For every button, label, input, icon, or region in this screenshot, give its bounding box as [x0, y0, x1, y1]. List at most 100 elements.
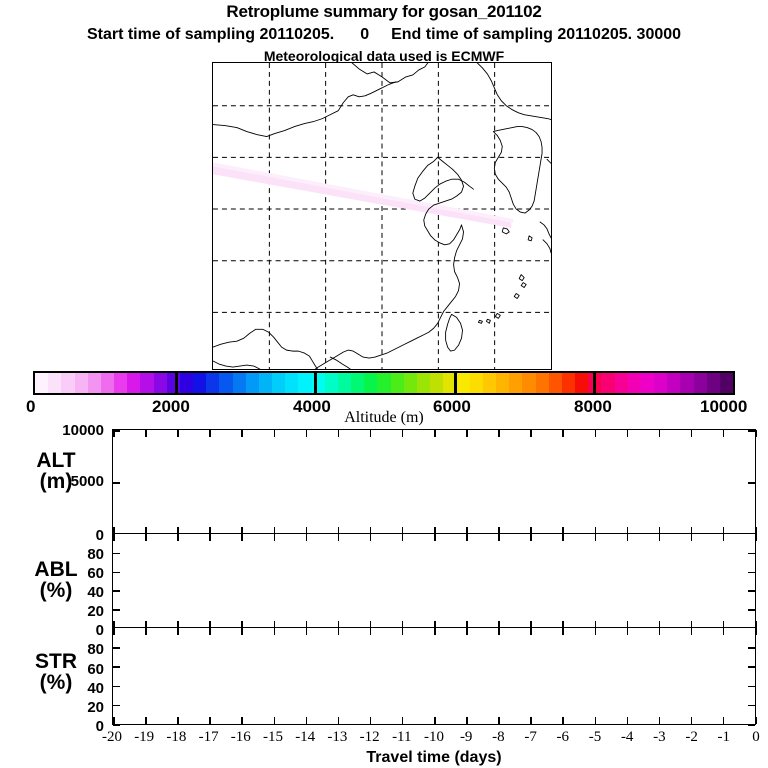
colorbar-cell-52	[719, 373, 734, 393]
start-time-label: Start time of sampling	[86, 26, 255, 43]
xtick-0-11	[466, 430, 468, 437]
xtick-0-17	[658, 430, 661, 437]
colorbar-cell-48	[667, 373, 681, 393]
xtick-1-14	[562, 621, 564, 628]
colorbar-cell-36	[509, 373, 523, 393]
colorbar-cell-25	[364, 373, 378, 393]
xtick-0-12	[498, 527, 500, 534]
xtick-label-3: -17	[198, 729, 219, 745]
xtick-0-6	[305, 430, 308, 437]
xtick-2-5	[273, 628, 275, 635]
xtick-1-12	[498, 621, 500, 628]
xtick-0-14	[562, 430, 564, 437]
colorbar-cell-16	[245, 373, 259, 393]
colorbar-cell-2	[61, 373, 75, 393]
panel-abl	[112, 533, 757, 630]
xtick-label-18: -2	[685, 729, 698, 745]
xtick-2-16	[626, 717, 629, 724]
colorbar-cell-19	[285, 373, 299, 393]
colorbar-box	[33, 371, 735, 395]
colorbar-cell-29	[416, 373, 431, 393]
ytick-alt-10000: 10000	[62, 422, 104, 439]
colorbar-axis-label: Altitude (m)	[344, 409, 424, 426]
ytick-str-20: 20	[87, 699, 104, 716]
xtick-2-18	[690, 628, 693, 635]
map-graticule	[213, 63, 551, 369]
ytick-mark-2-4	[113, 724, 120, 726]
colorbar-cell-14	[219, 373, 233, 393]
xtick-0-7	[337, 527, 340, 534]
xtick-0-10	[434, 527, 436, 534]
xtick-0-3	[209, 527, 211, 534]
panel-str-label-line2: (%)	[39, 671, 73, 695]
xtick-0-1	[145, 430, 147, 437]
colorbar-tick-10000: 10000	[700, 397, 748, 416]
xtick-0-14	[562, 527, 564, 534]
colorbar-cell-23	[337, 373, 352, 393]
xtick-2-2	[177, 628, 179, 635]
xtick-1-9	[401, 534, 404, 541]
xtick-0-9	[401, 527, 404, 534]
xtick-1-5	[273, 534, 275, 541]
xtick-0-11	[466, 527, 468, 534]
xtick-label-20: 0	[752, 729, 760, 745]
xtick-2-14	[562, 628, 564, 635]
ytick-mark-1-1	[113, 571, 120, 574]
map-coastlines	[213, 63, 551, 369]
xtick-0-5	[273, 527, 275, 534]
xtick-2-4	[241, 628, 243, 635]
colorbar-cell-40	[561, 373, 576, 393]
panel-abl-label-line2: (%)	[39, 579, 73, 603]
xtick-0-4	[241, 430, 243, 437]
xtick-0-16	[626, 430, 629, 437]
colorbar-cell-35	[496, 373, 510, 393]
colorbar-separator-8000	[593, 373, 597, 393]
ytick-abl-60: 60	[87, 565, 104, 582]
ytick-abl-80: 80	[87, 546, 104, 563]
end-date-value: 20110205.	[557, 26, 633, 43]
ytick-str-0: 0	[95, 718, 104, 735]
xtick-2-15	[594, 628, 596, 635]
panel-abl-label: ABL (%)	[4, 559, 108, 602]
ytick-mark-2-4	[748, 724, 755, 726]
end-time-value: 30000	[636, 26, 682, 43]
colorbar-cell-27	[390, 373, 404, 393]
xtick-2-3	[209, 628, 211, 635]
xtick-label-4: -16	[230, 729, 251, 745]
ytick-mark-2-3	[748, 704, 755, 707]
xtick-1-17	[658, 621, 661, 628]
xtick-2-6	[305, 628, 308, 635]
colorbar-cell-31	[443, 373, 457, 393]
xtick-0-17	[658, 527, 661, 534]
xtick-label-13: -7	[524, 729, 537, 745]
xtick-2-1	[145, 717, 147, 724]
xtick-2-15	[594, 717, 596, 724]
xtick-1-2	[177, 621, 179, 628]
xtick-0-0	[113, 430, 115, 437]
ytick-mark-2-0	[113, 647, 120, 649]
xtick-1-1	[145, 621, 147, 628]
colorbar-cell-11	[179, 373, 194, 393]
xtick-1-13	[530, 534, 532, 541]
ytick-mark-2-1	[748, 666, 755, 668]
colorbar-cell-24	[351, 373, 365, 393]
xtick-label-10: -10	[424, 729, 444, 745]
xtick-1-15	[594, 621, 596, 628]
xtick-1-8	[369, 534, 372, 541]
altitude-colorbar	[33, 371, 735, 395]
xtick-1-15	[594, 534, 596, 541]
panel-altitude-label-line1: ALT	[36, 449, 76, 472]
xtick-1-0	[113, 534, 115, 541]
colorbar-cell-38	[535, 373, 549, 393]
xaxis-title: Travel time (days)	[366, 749, 502, 766]
panel-abl-label-line1: ABL	[34, 558, 78, 581]
colorbar-cell-17	[258, 373, 273, 393]
colorbar-cell-5	[100, 373, 115, 393]
xtick-2-19	[722, 717, 725, 724]
xtick-2-14	[562, 717, 564, 724]
ytick-mark-1-0	[113, 552, 120, 555]
xtick-2-11	[466, 717, 468, 724]
xtick-2-5	[273, 717, 275, 724]
xtick-label-6: -14	[295, 729, 316, 745]
colorbar-cell-1	[48, 373, 62, 393]
